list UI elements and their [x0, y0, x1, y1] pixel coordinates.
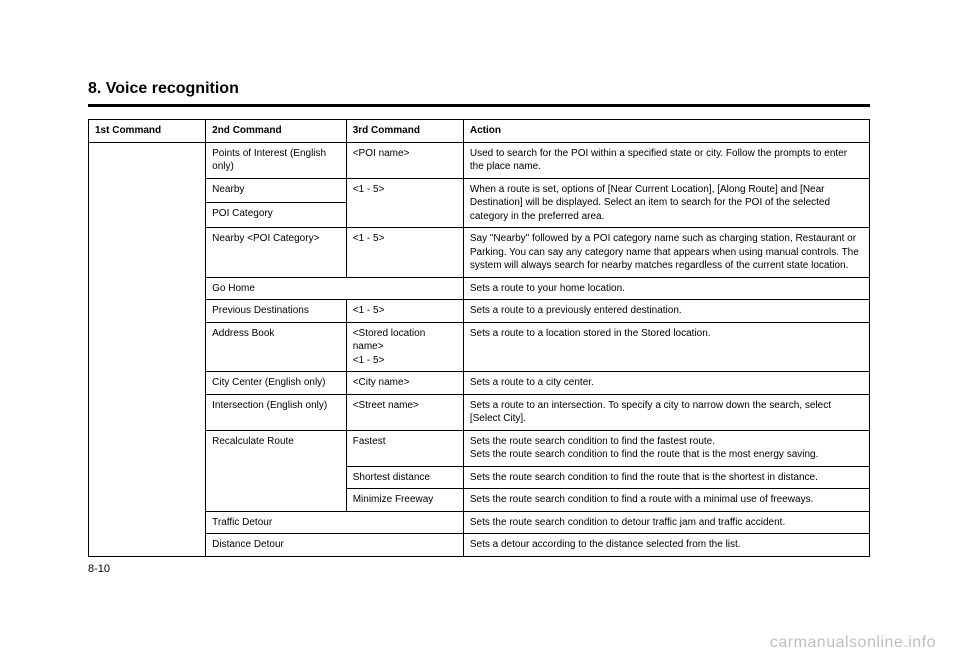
cell-3rd-command: <1 - 5> [346, 178, 463, 228]
cell-2nd-command: Recalculate Route [206, 430, 347, 511]
cell-action: Say "Nearby" followed by a POI category … [463, 228, 869, 278]
header-1st-command: 1st Command [89, 120, 206, 143]
cell-2nd-command: Go Home [206, 277, 464, 300]
cell-action: Sets a route to a location stored in the… [463, 322, 869, 372]
table-row: Recalculate Route Fastest Sets the route… [89, 430, 870, 466]
page-number: 8-10 [88, 563, 870, 575]
cell-2nd-command: City Center (English only) [206, 372, 347, 395]
cell-3rd-command: <Street name> [346, 394, 463, 430]
cell-2nd-command: POI Category [206, 203, 347, 228]
cell-action: Sets a route to your home location. [463, 277, 869, 300]
table-row: Intersection (English only) <Street name… [89, 394, 870, 430]
cell-3rd-command: <1 - 5> [346, 300, 463, 323]
cell-action: Sets the route search condition to find … [463, 430, 869, 466]
table-row: Traffic Detour Sets the route search con… [89, 511, 870, 534]
section-title: 8. Voice recognition [88, 80, 870, 98]
header-2nd-command: 2nd Command [206, 120, 347, 143]
cell-3rd-command: <POI name> [346, 142, 463, 178]
header-3rd-command: 3rd Command [346, 120, 463, 143]
cell-3rd-command: <1 - 5> [346, 228, 463, 278]
cell-2nd-command: Address Book [206, 322, 347, 372]
table-row: Previous Destinations <1 - 5> Sets a rou… [89, 300, 870, 323]
cell-2nd-command: Traffic Detour [206, 511, 464, 534]
cell-1st-command-blank [89, 142, 206, 556]
section-rule [88, 104, 870, 107]
header-action: Action [463, 120, 869, 143]
table-row: Distance Detour Sets a detour according … [89, 534, 870, 557]
cell-action: Sets the route search condition to detou… [463, 511, 869, 534]
voice-command-table: 1st Command 2nd Command 3rd Command Acti… [88, 119, 870, 557]
cell-2nd-command: Distance Detour [206, 534, 464, 557]
cell-2nd-command: Nearby [206, 178, 347, 203]
table-row: Go Home Sets a route to your home locati… [89, 277, 870, 300]
watermark: carmanualsonline.info [770, 634, 936, 652]
table-row: City Center (English only) <City name> S… [89, 372, 870, 395]
cell-2nd-command: Intersection (English only) [206, 394, 347, 430]
table-row: Nearby <POI Category> <1 - 5> Say "Nearb… [89, 228, 870, 278]
cell-action: Sets the route search condition to find … [463, 489, 869, 512]
table-row: Nearby <1 - 5> When a route is set, opti… [89, 178, 870, 203]
cell-action: Sets a route to a previously entered des… [463, 300, 869, 323]
table-row: Address Book <Stored location name> <1 -… [89, 322, 870, 372]
cell-3rd-command: Minimize Freeway [346, 489, 463, 512]
cell-action: Sets the route search condition to find … [463, 466, 869, 489]
cell-3rd-command: Fastest [346, 430, 463, 466]
cell-2nd-command: Points of Interest (English only) [206, 142, 347, 178]
table-row: Points of Interest (English only) <POI n… [89, 142, 870, 178]
cell-2nd-command: Previous Destinations [206, 300, 347, 323]
cell-action: When a route is set, options of [Near Cu… [463, 178, 869, 228]
cell-action: Used to search for the POI within a spec… [463, 142, 869, 178]
cell-action: Sets a detour according to the distance … [463, 534, 869, 557]
cell-action: Sets a route to an intersection. To spec… [463, 394, 869, 430]
cell-2nd-command: Nearby <POI Category> [206, 228, 347, 278]
cell-3rd-command: <City name> [346, 372, 463, 395]
cell-action: Sets a route to a city center. [463, 372, 869, 395]
cell-3rd-command: <Stored location name> <1 - 5> [346, 322, 463, 372]
table-header-row: 1st Command 2nd Command 3rd Command Acti… [89, 120, 870, 143]
cell-3rd-command: Shortest distance [346, 466, 463, 489]
